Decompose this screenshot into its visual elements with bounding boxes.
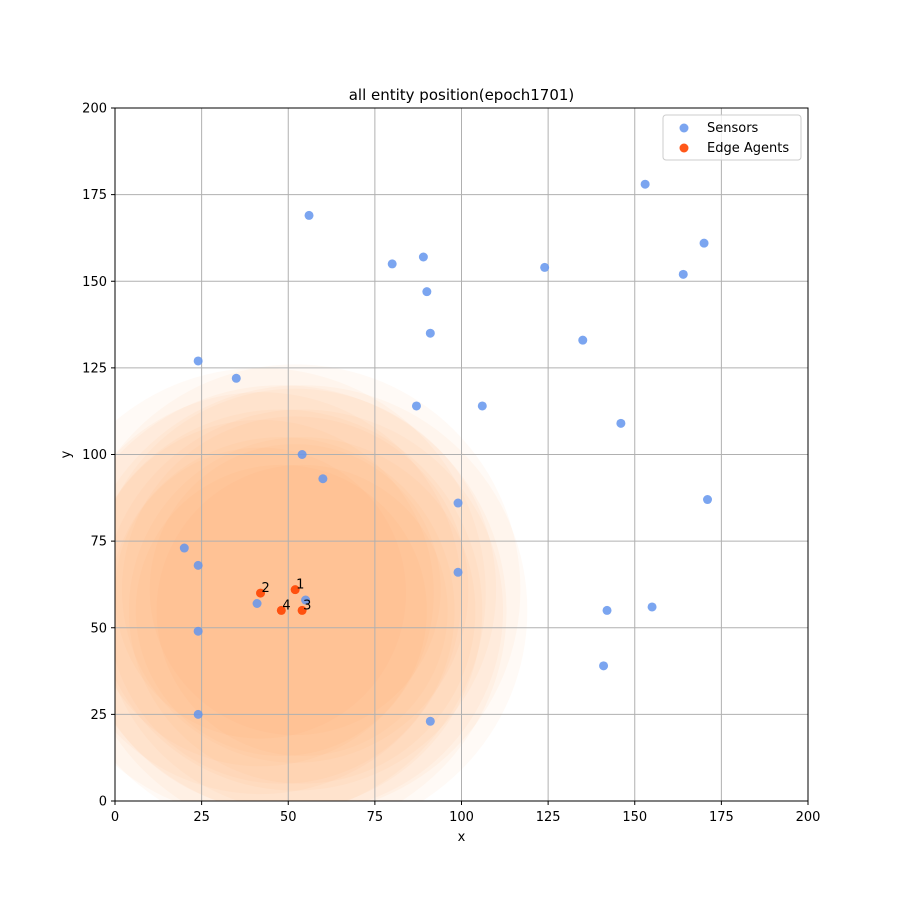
sensor-point-5 xyxy=(425,328,435,338)
sensor-point-14 xyxy=(477,401,487,411)
sensor-point-10 xyxy=(578,335,588,345)
sensor-point-28 xyxy=(599,661,609,671)
sensor-point-19 xyxy=(703,495,713,505)
sensor-point-12 xyxy=(231,373,241,383)
sensor-point-16 xyxy=(297,450,307,459)
coverage-circle-agent-1 xyxy=(115,364,521,801)
legend-label-sensors: Sensors xyxy=(707,121,759,136)
legend-label-edge-agents: Edge Agents xyxy=(707,141,789,156)
sensor-point-13 xyxy=(411,401,421,411)
chart-title: all entity position(epoch1701) xyxy=(349,86,575,104)
x-tick-label-50: 50 xyxy=(280,810,297,825)
x-tick-label-0: 0 xyxy=(111,810,119,825)
legend-marker-edge-agents xyxy=(679,143,689,153)
x-tick-label-100: 100 xyxy=(449,810,474,825)
sensor-point-26 xyxy=(647,602,657,612)
legend-marker-sensors xyxy=(679,123,689,133)
y-tick-label-200: 200 xyxy=(82,102,107,117)
y-tick-label-175: 175 xyxy=(82,188,107,203)
edge-agent-label-4: 4 xyxy=(282,598,290,613)
sensor-point-27 xyxy=(193,626,203,636)
y-tick-label-75: 75 xyxy=(90,535,107,550)
coverage-circle-agent-2 xyxy=(115,419,434,767)
sensor-point-23 xyxy=(252,598,262,608)
x-axis-title: x xyxy=(458,830,466,845)
sensor-point-21 xyxy=(193,560,203,570)
sensor-points xyxy=(179,179,713,726)
x-tick-label-75: 75 xyxy=(367,810,384,825)
y-tick-label-150: 150 xyxy=(82,275,107,290)
sensor-point-17 xyxy=(318,474,328,484)
y-tick-label-125: 125 xyxy=(82,361,107,376)
sensor-point-24 xyxy=(301,595,311,605)
sensor-point-22 xyxy=(453,567,463,577)
sensor-point-7 xyxy=(640,179,650,189)
sensor-point-3 xyxy=(418,252,428,262)
edge-agent-label-3: 3 xyxy=(303,598,311,613)
edge-agent-point-3 xyxy=(297,605,307,615)
edge-agent-point-4 xyxy=(276,605,286,615)
edge-agent-point-1 xyxy=(290,585,300,595)
edge-agent-label-2: 2 xyxy=(262,581,270,596)
sensor-point-25 xyxy=(602,605,612,615)
edge-agent-point-2 xyxy=(256,588,266,598)
sensor-point-30 xyxy=(425,716,435,726)
coverage-circle-agent-3 xyxy=(115,385,528,801)
sensor-point-6 xyxy=(540,262,550,272)
y-axis-title: y xyxy=(59,450,74,458)
coverage-circle-agent-4 xyxy=(115,409,483,801)
sensor-point-1 xyxy=(304,210,314,220)
sensor-point-9 xyxy=(678,269,688,279)
coverage-circle-agent-4 xyxy=(115,385,507,801)
y-tick-label-25: 25 xyxy=(90,708,107,723)
edge-agent-points: 1 2 34 xyxy=(256,578,311,615)
x-tick-label-25: 25 xyxy=(193,810,210,825)
sensor-point-8 xyxy=(699,238,709,248)
legend-box xyxy=(662,114,802,161)
x-tick-label-150: 150 xyxy=(622,810,647,825)
sensor-point-11 xyxy=(193,356,203,366)
coverage-circle-agent-2 xyxy=(115,367,486,801)
y-tick-label-50: 50 xyxy=(90,621,107,636)
sensor-point-15 xyxy=(616,418,626,428)
sensor-point-18 xyxy=(453,498,463,508)
coverage-circle-agent-3 xyxy=(115,409,504,801)
x-tick-label-125: 125 xyxy=(536,810,561,825)
sensor-point-2 xyxy=(387,259,397,269)
edge-agent-label-1: 1 xyxy=(296,578,304,593)
y-tick-label-100: 100 xyxy=(82,448,107,463)
axis-ticks: 0 25 50 75 100 125 150 175 200 0 25 50 75 100 125 150 17… xyxy=(82,102,820,826)
sensor-point-29 xyxy=(193,709,203,719)
sensor-point-4 xyxy=(422,287,432,297)
x-tick-label-200: 200 xyxy=(796,810,821,825)
sensor-point-20 xyxy=(179,543,189,553)
legend: Sensors Edge Agents xyxy=(662,114,802,161)
y-tick-label-0: 0 xyxy=(99,795,107,810)
coverage-circle-agent-1 xyxy=(115,388,497,791)
x-tick-label-175: 175 xyxy=(709,810,734,825)
